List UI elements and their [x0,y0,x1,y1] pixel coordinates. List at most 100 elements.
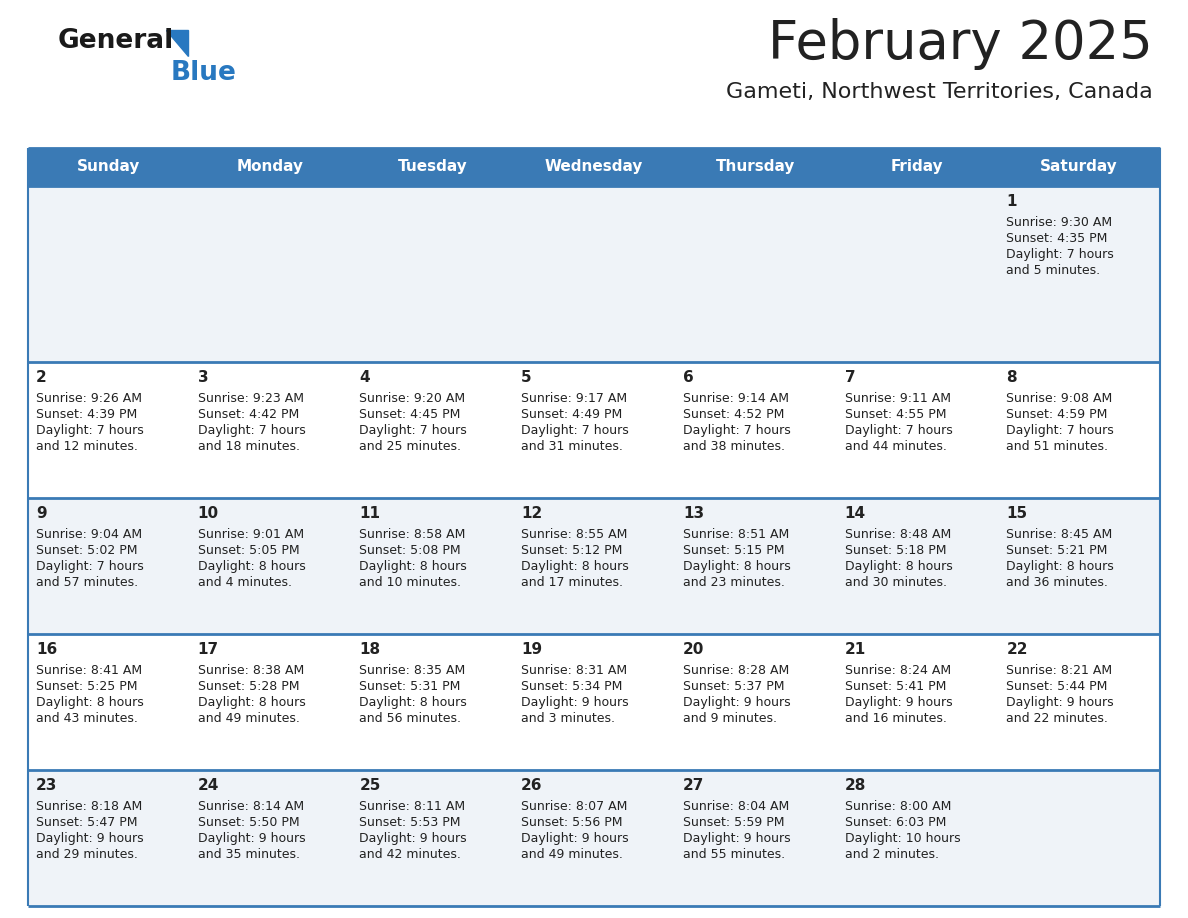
Text: February 2025: February 2025 [769,18,1154,70]
Text: Sunrise: 8:41 AM: Sunrise: 8:41 AM [36,665,143,677]
Text: 3: 3 [197,370,208,386]
Bar [998,148,1159,186]
Text: Blue: Blue [171,60,236,86]
Text: Daylight: 9 hours: Daylight: 9 hours [197,832,305,845]
Text: Daylight: 8 hours: Daylight: 8 hours [360,696,467,710]
Text: Thursday: Thursday [716,160,796,174]
Text: Sunset: 5:41 PM: Sunset: 5:41 PM [845,680,946,693]
Text: Sunset: 5:21 PM: Sunset: 5:21 PM [1006,544,1107,557]
Text: Sunrise: 8:00 AM: Sunrise: 8:00 AM [845,800,950,813]
Text: Sunrise: 8:58 AM: Sunrise: 8:58 AM [360,528,466,542]
Text: 15: 15 [1006,507,1028,521]
Text: Sunset: 5:18 PM: Sunset: 5:18 PM [845,544,946,557]
Text: Sunset: 5:28 PM: Sunset: 5:28 PM [197,680,299,693]
Text: Daylight: 8 hours: Daylight: 8 hours [197,560,305,574]
Text: Sunday: Sunday [77,160,140,174]
Text: Sunset: 5:56 PM: Sunset: 5:56 PM [522,816,623,829]
Text: and 51 minutes.: and 51 minutes. [1006,441,1108,453]
Text: and 10 minutes.: and 10 minutes. [360,577,461,589]
Text: and 55 minutes.: and 55 minutes. [683,848,785,861]
Text: 7: 7 [845,370,855,386]
Text: Sunset: 4:59 PM: Sunset: 4:59 PM [1006,409,1107,421]
Text: Daylight: 8 hours: Daylight: 8 hours [845,560,953,574]
Text: Sunset: 5:05 PM: Sunset: 5:05 PM [197,544,299,557]
Text: Sunset: 5:34 PM: Sunset: 5:34 PM [522,680,623,693]
Text: Sunrise: 8:51 AM: Sunrise: 8:51 AM [683,528,789,542]
Text: Sunset: 4:55 PM: Sunset: 4:55 PM [845,409,946,421]
Bar [190,148,352,186]
Text: Daylight: 10 hours: Daylight: 10 hours [845,832,960,845]
Text: Sunset: 4:42 PM: Sunset: 4:42 PM [197,409,299,421]
Text: and 49 minutes.: and 49 minutes. [197,712,299,725]
Text: 22: 22 [1006,643,1028,657]
Text: Sunset: 4:45 PM: Sunset: 4:45 PM [360,409,461,421]
Text: Daylight: 9 hours: Daylight: 9 hours [683,832,790,845]
Bar [29,186,1159,363]
Text: 2: 2 [36,370,46,386]
Text: Daylight: 8 hours: Daylight: 8 hours [197,696,305,710]
Text: Sunrise: 8:21 AM: Sunrise: 8:21 AM [1006,665,1112,677]
Text: Sunset: 6:03 PM: Sunset: 6:03 PM [845,816,946,829]
Bar [29,770,1159,906]
Text: Sunrise: 8:07 AM: Sunrise: 8:07 AM [522,800,627,813]
Text: Sunset: 5:59 PM: Sunset: 5:59 PM [683,816,784,829]
Text: Sunrise: 8:38 AM: Sunrise: 8:38 AM [197,665,304,677]
Text: Daylight: 8 hours: Daylight: 8 hours [522,560,628,574]
Text: Daylight: 9 hours: Daylight: 9 hours [360,832,467,845]
Text: Daylight: 7 hours: Daylight: 7 hours [1006,424,1114,437]
Text: Sunrise: 8:28 AM: Sunrise: 8:28 AM [683,665,789,677]
Text: Tuesday: Tuesday [398,160,467,174]
Text: and 3 minutes.: and 3 minutes. [522,712,615,725]
Text: and 38 minutes.: and 38 minutes. [683,441,785,453]
Text: Daylight: 9 hours: Daylight: 9 hours [522,696,628,710]
Text: 20: 20 [683,643,704,657]
Text: Daylight: 7 hours: Daylight: 7 hours [36,560,144,574]
Text: Monday: Monday [238,160,304,174]
Text: and 5 minutes.: and 5 minutes. [1006,264,1100,277]
Text: Sunrise: 9:17 AM: Sunrise: 9:17 AM [522,392,627,406]
Text: 8: 8 [1006,370,1017,386]
Text: Sunrise: 9:04 AM: Sunrise: 9:04 AM [36,528,143,542]
Text: 23: 23 [36,778,57,793]
Text: and 56 minutes.: and 56 minutes. [360,712,461,725]
Text: Sunset: 5:47 PM: Sunset: 5:47 PM [36,816,138,829]
Text: Sunset: 5:25 PM: Sunset: 5:25 PM [36,680,138,693]
Polygon shape [166,30,188,56]
Text: 21: 21 [845,643,866,657]
Text: Sunrise: 8:55 AM: Sunrise: 8:55 AM [522,528,627,542]
Text: Daylight: 7 hours: Daylight: 7 hours [1006,248,1114,261]
Text: Sunset: 4:35 PM: Sunset: 4:35 PM [1006,232,1107,245]
Text: Sunrise: 9:08 AM: Sunrise: 9:08 AM [1006,392,1112,406]
Text: Daylight: 7 hours: Daylight: 7 hours [36,424,144,437]
Text: 6: 6 [683,370,694,386]
Text: Sunrise: 8:11 AM: Sunrise: 8:11 AM [360,800,466,813]
Text: 13: 13 [683,507,704,521]
Text: and 4 minutes.: and 4 minutes. [197,577,292,589]
Text: 28: 28 [845,778,866,793]
Text: and 43 minutes.: and 43 minutes. [36,712,138,725]
Text: Sunset: 5:02 PM: Sunset: 5:02 PM [36,544,138,557]
Text: and 25 minutes.: and 25 minutes. [360,441,461,453]
Text: Daylight: 8 hours: Daylight: 8 hours [36,696,144,710]
Bar [29,363,1159,498]
Text: Daylight: 8 hours: Daylight: 8 hours [360,560,467,574]
Text: Daylight: 9 hours: Daylight: 9 hours [845,696,953,710]
Text: Sunset: 4:39 PM: Sunset: 4:39 PM [36,409,138,421]
Text: and 2 minutes.: and 2 minutes. [845,848,939,861]
Text: 14: 14 [845,507,866,521]
Text: Daylight: 7 hours: Daylight: 7 hours [197,424,305,437]
Text: Sunrise: 9:26 AM: Sunrise: 9:26 AM [36,392,143,406]
Text: and 9 minutes.: and 9 minutes. [683,712,777,725]
Text: Saturday: Saturday [1041,160,1118,174]
Bar [352,148,513,186]
Text: Sunrise: 8:14 AM: Sunrise: 8:14 AM [197,800,304,813]
Text: Sunset: 5:12 PM: Sunset: 5:12 PM [522,544,623,557]
Text: Sunset: 4:49 PM: Sunset: 4:49 PM [522,409,623,421]
Text: and 57 minutes.: and 57 minutes. [36,577,138,589]
Text: Sunset: 5:37 PM: Sunset: 5:37 PM [683,680,784,693]
Text: Gameti, Northwest Territories, Canada: Gameti, Northwest Territories, Canada [726,82,1154,102]
Text: Sunset: 5:53 PM: Sunset: 5:53 PM [360,816,461,829]
Text: 16: 16 [36,643,57,657]
Text: and 29 minutes.: and 29 minutes. [36,848,138,861]
Text: 17: 17 [197,643,219,657]
